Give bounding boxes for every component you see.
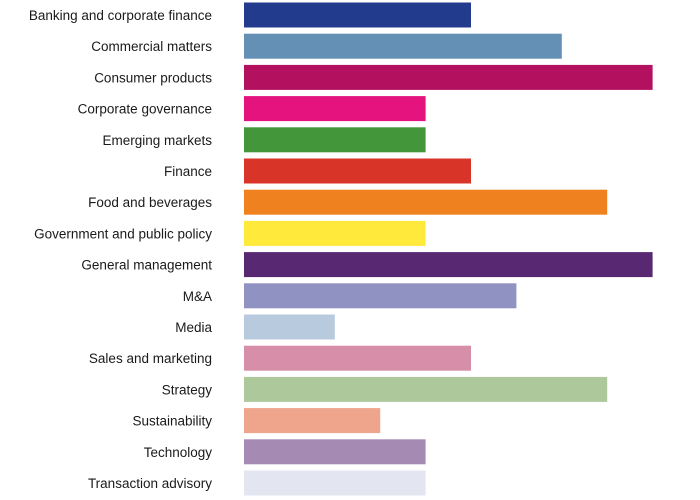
category-label-finance: Finance	[164, 164, 212, 179]
category-label-commercial-matters: Commercial matters	[91, 39, 212, 54]
bar-food-and-beverages	[244, 189, 608, 215]
category-label-emerging-markets: Emerging markets	[102, 133, 212, 148]
bar-sustainability	[244, 408, 381, 434]
bar-technology	[244, 439, 426, 465]
category-label-corporate-governance: Corporate governance	[78, 102, 212, 117]
bar-media	[244, 314, 335, 340]
labels-group: Banking and corporate finance Commercial …	[29, 8, 213, 491]
category-label-food-and-beverages: Food and beverages	[88, 195, 212, 210]
bar-commercial-matters	[244, 33, 562, 59]
bar-government-and-public-policy	[244, 220, 426, 246]
bar-manda	[244, 283, 517, 309]
category-label-transaction-advisory: Transaction advisory	[88, 476, 212, 491]
category-label-manda: M&A	[183, 289, 212, 304]
bars-group	[244, 2, 653, 496]
bar-finance	[244, 158, 471, 184]
category-label-government-and-public-policy: Government and public policy	[34, 226, 212, 241]
bar-banking-and-corporate-finance	[244, 2, 471, 28]
category-label-media: Media	[175, 320, 212, 335]
bar-strategy	[244, 376, 608, 402]
bar-corporate-governance	[244, 96, 426, 122]
category-label-banking-and-corporate-finance: Banking and corporate finance	[29, 8, 212, 23]
bar-sales-and-marketing	[244, 345, 471, 371]
category-label-sustainability: Sustainability	[132, 414, 212, 429]
bar-transaction-advisory	[244, 470, 426, 496]
category-label-sales-and-marketing: Sales and marketing	[89, 351, 212, 366]
category-label-strategy: Strategy	[162, 382, 213, 397]
bar-general-management	[244, 252, 653, 278]
bar-consumer-products	[244, 64, 653, 90]
category-label-technology: Technology	[144, 445, 213, 460]
bar-emerging-markets	[244, 127, 426, 153]
category-label-consumer-products: Consumer products	[94, 70, 212, 85]
category-label-general-management: General management	[81, 258, 212, 273]
